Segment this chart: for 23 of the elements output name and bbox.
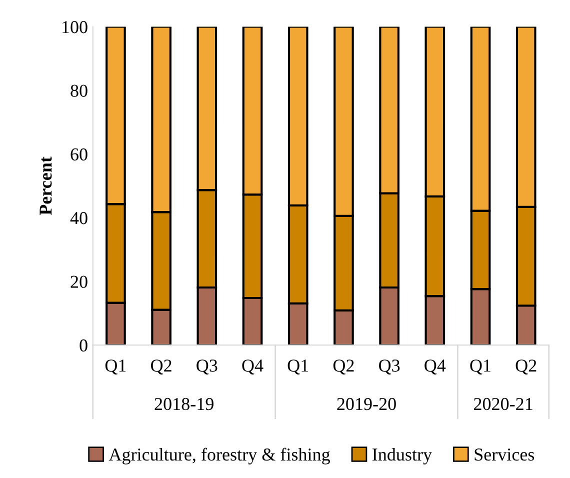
x-tick-label: Q2	[516, 360, 536, 374]
x-tick-label: Q3	[379, 360, 400, 374]
y-tick-label: 40	[70, 212, 88, 224]
x-tick-label: Q1	[288, 360, 308, 374]
x-tick-label: Q3	[196, 360, 218, 374]
text: 2020-21	[474, 398, 532, 410]
x-tick-label: Q2	[333, 360, 354, 374]
x-tick-label: Q1	[105, 360, 126, 374]
text: 2019-20	[337, 398, 396, 410]
x-tick-label: Q4	[424, 360, 446, 374]
x-tick-label: Q4	[242, 360, 264, 374]
legend-label: Industry	[372, 448, 432, 464]
y-tick-label: 60	[70, 148, 88, 161]
y-tick-label: 20	[70, 276, 88, 288]
x-tick-label: Q1	[470, 360, 490, 374]
text: 2018-19	[154, 398, 214, 410]
y-tick-label: 100	[62, 21, 88, 34]
legend-label: Agriculture, forestry & fishing	[108, 448, 330, 464]
legend-label: Services	[474, 448, 534, 461]
y-tick-label: 0	[80, 339, 88, 352]
x-tick-label: Q2	[151, 360, 172, 374]
y-axis-title: Percent	[40, 156, 52, 216]
y-tick-label: 80	[70, 84, 88, 97]
